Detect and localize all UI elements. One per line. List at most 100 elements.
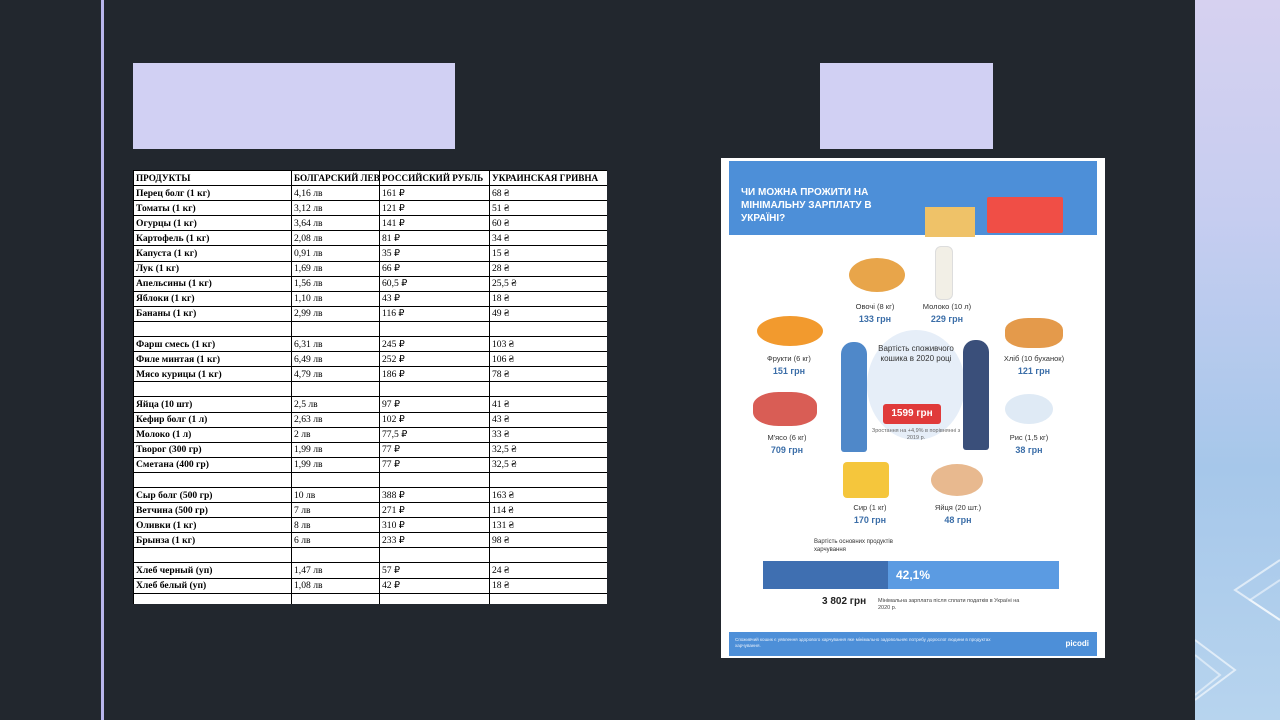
item-label: Фрукти (6 кг)	[767, 354, 811, 363]
price-cell: 102 ₽	[379, 411, 490, 428]
item-milk: Молоко (10 л) 229 грн	[902, 302, 992, 324]
infographic-banner: ЧИ МОЖНА ПРОЖИТИ НА МІНІМАЛЬНУ ЗАРПЛАТУ …	[729, 161, 1097, 237]
product-cell	[133, 320, 292, 338]
item-vegetables: Овочі (8 кг) 133 грн	[830, 302, 920, 324]
product-cell: Перец болг (1 кг)	[133, 185, 292, 202]
price-cell: 7 лв	[291, 502, 380, 519]
table-row: Бананы (1 кг) 2,99 лв 116 ₽49 ₴	[133, 305, 607, 322]
table-row: Апельсины (1 кг) 1,56 лв 60,5 ₽25,5 ₴	[133, 275, 607, 292]
title-placeholder-right	[820, 63, 993, 149]
table-header-cell: ПРОДУКТЫ	[133, 170, 292, 187]
price-cell	[291, 547, 380, 564]
table-header-cell: БОЛГАРСКИЙ ЛЕВ	[291, 170, 380, 187]
item-label: Овочі (8 кг)	[855, 302, 895, 311]
table-row	[133, 320, 607, 338]
item-price: 38 грн	[1015, 445, 1043, 455]
price-cell: 15 ₴	[489, 245, 607, 262]
product-cell: Картофель (1 кг)	[133, 230, 292, 247]
price-cell: 121 ₽	[379, 200, 490, 217]
price-cell: 32,5 ₴	[489, 456, 607, 473]
bar-percent: 42,1%	[896, 568, 931, 582]
price-table-image: ПРОДУКТЫ БОЛГАРСКИЙ ЛЕВ РОССИЙСКИЙ РУБЛЬ УК…	[133, 170, 607, 604]
footer-note: Споживчий кошик є уявлення здорового хар…	[735, 637, 991, 648]
infographic-footer: Споживчий кошик є уявлення здорового хар…	[729, 632, 1097, 656]
price-cell: 1,08 лв	[291, 577, 380, 594]
price-cell: 51 ₴	[489, 200, 607, 217]
price-cell: 25,5 ₴	[489, 275, 607, 292]
rice-bowl-icon	[1005, 394, 1053, 424]
price-cell: 310 ₽	[379, 517, 490, 534]
price-cell: 57 ₽	[379, 562, 490, 579]
price-cell	[379, 320, 490, 338]
table-row: Брынза (1 кг) 6 лв 233 ₽98 ₴	[133, 532, 607, 549]
product-cell: Яблоки (1 кг)	[133, 290, 292, 307]
product-cell: Хлеб белый (уп)	[133, 577, 292, 594]
item-bread: Хліб (10 буханок) 121 грн	[989, 354, 1079, 376]
product-cell: Сыр болг (500 гр)	[133, 486, 292, 504]
price-cell: 49 ₴	[489, 305, 607, 322]
left-accent-rule	[101, 0, 104, 720]
item-price: 151 грн	[772, 366, 806, 376]
price-cell: 0,91 лв	[291, 245, 380, 262]
price-cell: 4,79 лв	[291, 366, 380, 383]
product-cell: Молоко (1 л)	[133, 426, 292, 443]
table-row: Кефир болг (1 л) 2,63 лв 102 ₽43 ₴	[133, 411, 607, 428]
product-cell	[133, 547, 292, 564]
price-cell	[379, 471, 490, 488]
item-price: 229 грн	[930, 314, 964, 324]
price-cell: 78 ₴	[489, 366, 607, 383]
price-cell: 68 ₴	[489, 185, 607, 202]
price-cell: 77 ₽	[379, 441, 490, 458]
product-cell: Оливки (1 кг)	[133, 517, 292, 534]
price-cell: 41 ₴	[489, 396, 607, 413]
table-row: Хлеб черный (уп) 1,47 лв 57 ₽24 ₴	[133, 562, 607, 579]
price-cell: 3,12 лв	[291, 200, 380, 217]
table-row: Фарш смесь (1 кг) 6,31 лв 245 ₽103 ₴	[133, 336, 607, 353]
table-row	[133, 547, 607, 564]
price-cell: 6,49 лв	[291, 351, 380, 368]
price-cell	[489, 381, 607, 398]
item-label: Молоко (10 л)	[922, 302, 972, 311]
price-cell	[379, 592, 490, 604]
price-cell: 2,63 лв	[291, 411, 380, 428]
product-cell: Огурцы (1 кг)	[133, 215, 292, 232]
item-meat: М'ясо (6 кг) 709 грн	[742, 433, 832, 455]
table-row: Оливки (1 кг) 8 лв 310 ₽131 ₴	[133, 517, 607, 534]
infographic-title: ЧИ МОЖНА ПРОЖИТИ НА МІНІМАЛЬНУ ЗАРПЛАТУ …	[741, 187, 872, 224]
shop-counter-icon	[987, 197, 1063, 233]
table-header-cell: РОССИЙСКИЙ РУБЛЬ	[379, 170, 490, 187]
price-cell	[489, 471, 607, 488]
eggs-icon	[931, 464, 983, 496]
bread-icon	[1005, 318, 1063, 348]
title-placeholder-left	[133, 63, 455, 149]
price-cell: 106 ₴	[489, 351, 607, 368]
price-cell: 18 ₴	[489, 577, 607, 594]
product-cell: Фарш смесь (1 кг)	[133, 336, 292, 353]
product-cell: Лук (1 кг)	[133, 260, 292, 277]
item-price: 709 грн	[770, 445, 804, 455]
table-row: Ветчина (500 гр) 7 лв 271 ₽114 ₴	[133, 502, 607, 519]
table-row: Яблоки (1 кг) 1,10 лв 43 ₽18 ₴	[133, 290, 607, 307]
chevron-decoration-icon	[1195, 559, 1280, 701]
table-row: Томаты (1 кг) 3,12 лв 121 ₽51 ₴	[133, 200, 607, 217]
item-label: Рис (1,5 кг)	[1009, 433, 1049, 442]
basket-label: Вартість споживчого кошика в 2020 році	[878, 344, 954, 363]
table-row: Яйца (10 шт) 2,5 лв 97 ₽41 ₴	[133, 396, 607, 413]
item-label: М'ясо (6 кг)	[767, 433, 807, 442]
price-cell: 24 ₴	[489, 562, 607, 579]
item-price: 48 грн	[944, 515, 972, 525]
price-cell: 60 ₴	[489, 215, 607, 232]
price-cell: 18 ₴	[489, 290, 607, 307]
product-cell: Апельсины (1 кг)	[133, 275, 292, 292]
price-cell: 388 ₽	[379, 486, 490, 504]
price-cell: 28 ₴	[489, 260, 607, 277]
price-cell	[291, 320, 380, 338]
product-cell: Мясо курицы (1 кг)	[133, 366, 292, 383]
cheese-icon	[843, 462, 889, 498]
product-cell: Кефир болг (1 л)	[133, 411, 292, 428]
table-row: Перец болг (1 кг) 4,16 лв 161 ₽68 ₴	[133, 185, 607, 202]
milk-bottle-icon	[935, 246, 953, 300]
price-cell: 233 ₽	[379, 532, 490, 549]
item-price: 133 грн	[858, 314, 892, 324]
table-header-row: ПРОДУКТЫ БОЛГАРСКИЙ ЛЕВ РОССИЙСКИЙ РУБЛЬ УК…	[133, 170, 607, 187]
